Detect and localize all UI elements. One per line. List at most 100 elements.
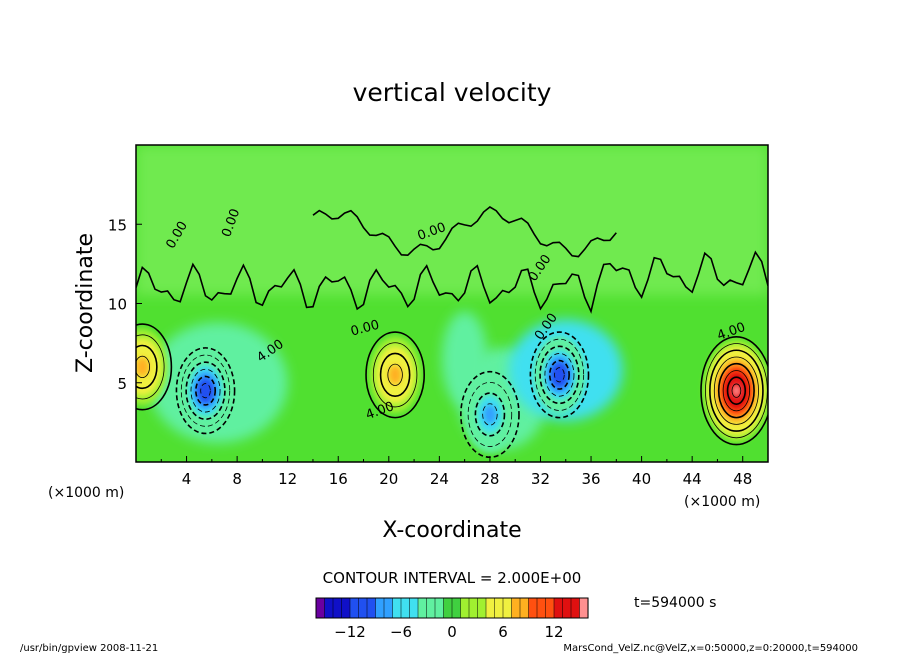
colorbar-segment bbox=[400, 597, 411, 619]
velocity-minimum bbox=[201, 384, 210, 398]
x-tick-label: 4 bbox=[182, 470, 192, 488]
x-tick-label: 8 bbox=[232, 470, 242, 488]
x-tick-label: 44 bbox=[683, 470, 702, 488]
contour-interval-text: CONTOUR INTERVAL = 2.000E+00 bbox=[323, 569, 582, 587]
contour-ring bbox=[731, 383, 742, 398]
colorbar-segment bbox=[485, 597, 496, 619]
contour-ring bbox=[482, 403, 498, 426]
colorbar-segment bbox=[511, 597, 521, 619]
zero-contour bbox=[136, 250, 768, 314]
y-axis-ticks: 5 10 15 bbox=[108, 216, 142, 393]
colorbar-tick-label: −12 bbox=[334, 623, 366, 641]
x-tick-label: 36 bbox=[581, 470, 600, 488]
colorbar-segment bbox=[443, 597, 453, 619]
contour-ring bbox=[700, 336, 768, 446]
negative-velocity-regions bbox=[148, 311, 623, 453]
contour-ring bbox=[195, 375, 217, 406]
colorbar-tick-label: −6 bbox=[390, 623, 412, 641]
colorbar-segment bbox=[451, 597, 462, 619]
contour-ring bbox=[726, 376, 747, 405]
contour-ring bbox=[717, 362, 755, 419]
y-tick-label: 15 bbox=[108, 216, 127, 234]
x-axis-title: X-coordinate bbox=[382, 518, 521, 543]
contour-ring bbox=[713, 356, 759, 425]
contour-ring bbox=[190, 368, 221, 413]
x-tick-label: 24 bbox=[430, 470, 449, 488]
y-tick-label: 10 bbox=[108, 296, 127, 314]
x-tick-label: 32 bbox=[531, 470, 550, 488]
contour-ring bbox=[554, 367, 565, 383]
contour-ring bbox=[365, 331, 425, 419]
colorbar-segment bbox=[332, 597, 343, 619]
contour-ring bbox=[467, 381, 513, 447]
colorbar-segment bbox=[519, 597, 530, 619]
colorbar-segment bbox=[494, 597, 504, 619]
colorbar-segment bbox=[460, 597, 470, 619]
contour-ring bbox=[372, 342, 418, 408]
x-tick-label: 48 bbox=[733, 470, 752, 488]
colorbar-tick-label: 12 bbox=[544, 623, 563, 641]
colorbar-segment bbox=[502, 597, 513, 619]
velocity-maximum bbox=[136, 357, 149, 377]
colorbar-segment bbox=[579, 597, 589, 619]
colorbar-segment bbox=[426, 597, 436, 619]
contour-ring bbox=[175, 347, 236, 435]
contour-ring bbox=[185, 361, 226, 421]
colorbar-segment bbox=[366, 597, 377, 619]
colorbar-segment bbox=[562, 597, 572, 619]
x-tick-label: 20 bbox=[379, 470, 398, 488]
x-tick-label: 40 bbox=[632, 470, 651, 488]
contour-ring bbox=[136, 344, 158, 390]
colorbar-segment bbox=[570, 597, 581, 619]
velocity-maximum bbox=[388, 365, 402, 385]
colorbar-ticks: −12 −6 0 6 12 bbox=[334, 623, 563, 641]
contour-lines bbox=[136, 206, 768, 459]
contour-ring bbox=[709, 349, 764, 432]
colorbar-segment bbox=[553, 597, 564, 619]
velocity-minimum bbox=[555, 368, 564, 382]
colorbar-segment bbox=[468, 597, 479, 619]
contour-ring bbox=[539, 345, 580, 405]
field-layer: 0.00 0.00 0.000.000.00 0.004.004.004.00 bbox=[136, 145, 768, 459]
x-tick-label: 28 bbox=[480, 470, 499, 488]
colorbar-segment bbox=[341, 597, 351, 619]
contour-ring bbox=[544, 353, 575, 397]
colorbar-tick-label: 6 bbox=[498, 623, 508, 641]
x-left-unit-label: (×1000 m) bbox=[48, 485, 124, 501]
chart-title: vertical velocity bbox=[353, 78, 552, 107]
contour-ring bbox=[722, 370, 751, 412]
contour-ring bbox=[136, 355, 150, 378]
contour-ring bbox=[200, 383, 211, 399]
colorbar-segment bbox=[392, 597, 402, 619]
contour-ring bbox=[387, 363, 403, 386]
colorbar-segment bbox=[375, 597, 385, 619]
x-right-unit-label: (×1000 m) bbox=[684, 494, 760, 510]
colorbar-segment bbox=[545, 597, 555, 619]
x-tick-label: 16 bbox=[329, 470, 348, 488]
contour-ring bbox=[474, 392, 506, 437]
time-label: t=594000 s bbox=[634, 595, 716, 611]
x-tick-label: 12 bbox=[278, 470, 297, 488]
upper-zero-contour bbox=[312, 206, 617, 258]
colorbar-segment bbox=[315, 597, 326, 619]
y-axis-title: Z-coordinate bbox=[73, 233, 98, 373]
colorbar-segment bbox=[417, 597, 428, 619]
colorbar-frame bbox=[315, 597, 589, 619]
colorbar-segment bbox=[536, 597, 547, 619]
colorbar-segment bbox=[358, 597, 368, 619]
colorbar-segment bbox=[477, 597, 487, 619]
colorbar-segment bbox=[528, 597, 538, 619]
contour-ring bbox=[379, 352, 411, 398]
contour-ring bbox=[534, 338, 585, 411]
colorbar-segment bbox=[324, 597, 334, 619]
colorbar bbox=[315, 597, 589, 619]
contour-ring bbox=[529, 331, 590, 419]
velocity-minimum bbox=[483, 404, 497, 424]
colorbar-segment bbox=[409, 597, 419, 619]
footer-right: MarsCond_VelZ.nc@VelZ,x=0:50000,z=0:2000… bbox=[563, 643, 858, 654]
colorbar-segment bbox=[349, 597, 360, 619]
contour-ring bbox=[180, 354, 231, 427]
x-axis-ticks: 4 8 12 16 20 24 28 32 36 40 44 48 bbox=[160, 456, 752, 488]
